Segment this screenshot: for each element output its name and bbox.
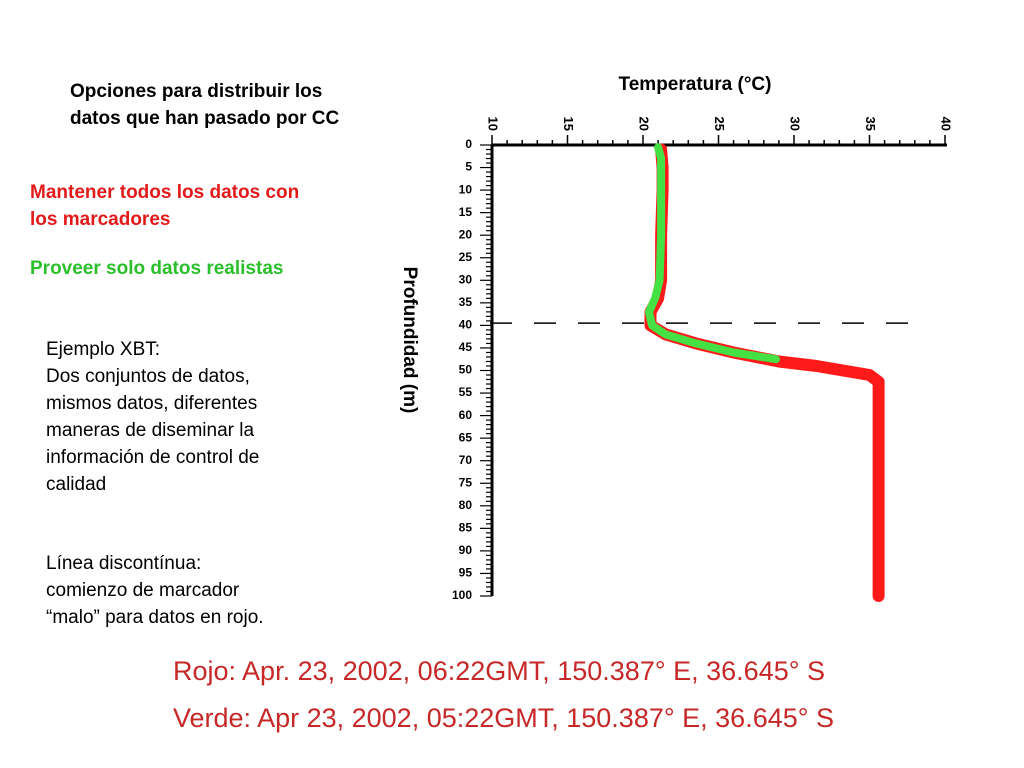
y-tick-label: 55 [459,385,473,399]
xbt-line-6: calidad [46,474,107,495]
realistic-only-note: Proveer solo datos realistas [30,258,284,279]
x-tick-label: 40 [939,117,954,131]
chart-axes: 10 15 20 25 30 35 40 0 5 10 15 20 25 30 35 40 45 50 55 60 65… [452,117,954,603]
y-tick-label: 95 [459,566,473,580]
dashed-line-2: comienzo de marcador [46,580,240,601]
x-tick-label: 10 [486,117,501,131]
x-tick-label: 35 [863,117,878,131]
series-layer [644,143,885,602]
y-tick-label: 50 [459,363,473,377]
x-tick-label: 15 [561,117,576,131]
xbt-line-5: información de control de [46,447,260,468]
xbt-example-note: Ejemplo XBT: Dos conjuntos de datos, mis… [46,336,366,498]
y-tick-label: 85 [459,521,473,535]
y-tick-label: 35 [459,295,473,309]
y-tick-label: 100 [452,588,472,602]
dashed-line-3: “malo” para datos en rojo. [46,607,264,628]
x-tick-label: 25 [712,117,727,131]
y-tick-label: 20 [459,227,473,241]
xbt-line-3: mismos datos, diferentes [46,393,258,414]
y-tick-label: 30 [459,272,473,286]
y-axis-label: Profundidad (m) [399,267,420,414]
keep-markers-line-1: Mantener todos los datos con [30,182,300,203]
y-tick-label: 90 [459,543,473,557]
y-tick-label: 15 [459,205,473,219]
dashed-line-1: Línea discontínua: [46,553,202,574]
intro-line-2: datos que han pasado por CC [70,108,340,129]
caption-green: Verde: Apr 23, 2002, 05:22GMT, 150.387° … [173,703,835,733]
series-line-rojo [644,143,885,602]
y-tick-label: 25 [459,250,473,264]
intro-line-1: Opciones para distribuir los [70,81,323,102]
y-tick-label: 70 [459,453,473,467]
keep-markers-note: Mantener todos los datos con los marcado… [30,179,400,233]
keep-markers-line-2: los marcadores [30,209,171,230]
caption-red: Rojo: Apr. 23, 2002, 06:22GMT, 150.387° … [173,656,826,686]
y-tick-label: 75 [459,475,473,489]
xbt-line-4: maneras de diseminar la [46,420,255,441]
y-tick-label: 5 [465,160,472,174]
y-tick-label: 40 [459,318,473,332]
y-tick-label: 60 [459,408,473,422]
series-line-verde [645,143,780,364]
dashed-line-note: Línea discontínua: comienzo de marcador … [46,550,366,631]
x-tick-label: 30 [788,117,803,131]
xbt-line-2: Dos conjuntos de datos, [46,366,250,387]
xbt-line-1: Ejemplo XBT: [46,339,161,360]
y-tick-label: 65 [459,430,473,444]
x-axis-label: Temperatura (°C) [619,74,772,95]
y-tick-label: 45 [459,340,473,354]
y-tick-label: 80 [459,498,473,512]
intro-note: Opciones para distribuir los datos que h… [70,78,440,132]
y-tick-label: 0 [465,137,472,151]
x-tick-label: 20 [637,117,652,131]
y-tick-label: 10 [459,182,473,196]
